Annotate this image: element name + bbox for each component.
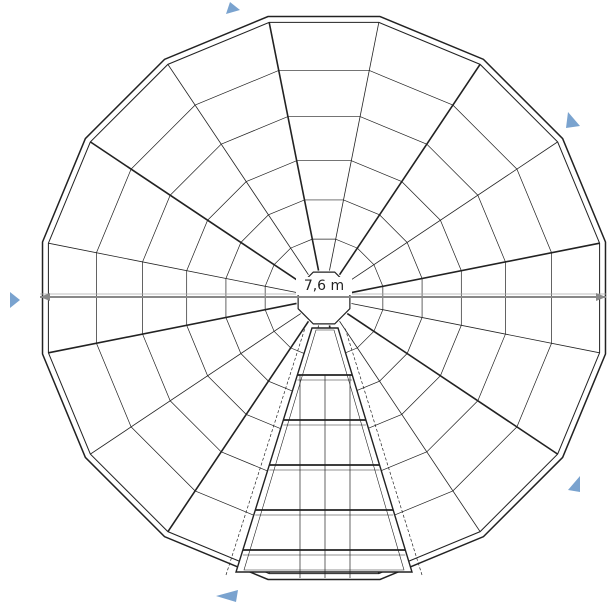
rafter <box>351 242 600 294</box>
outer-ring <box>41 15 607 581</box>
entrance-frame-inner <box>243 329 405 571</box>
dimension-label: 7,6 m <box>304 278 344 294</box>
nav-arrow-right-top[interactable] <box>566 112 580 128</box>
rafter <box>268 22 320 271</box>
dimension-arrow-left <box>40 293 50 301</box>
rafter <box>347 141 558 283</box>
nav-arrow-right-bottom[interactable] <box>568 476 580 492</box>
rafter <box>351 303 600 354</box>
dimension-label-bg <box>296 277 352 295</box>
rafter <box>346 312 559 455</box>
roof-frame <box>40 15 607 581</box>
rafter <box>167 64 309 275</box>
nav-arrow-top[interactable] <box>226 2 240 14</box>
nav-arrow-left[interactable] <box>10 292 20 308</box>
rafter <box>48 302 297 354</box>
entrance-dash <box>225 327 306 576</box>
rafter <box>48 242 297 293</box>
dimension-arrow-right <box>596 293 606 301</box>
entrance-frame <box>235 327 413 573</box>
nav-arrow-bottom[interactable] <box>216 590 238 602</box>
rafter <box>167 320 310 533</box>
rafter <box>90 313 301 455</box>
rafter <box>329 22 380 271</box>
rafter <box>338 63 481 276</box>
rafter <box>89 141 302 284</box>
rafter <box>339 321 481 532</box>
entrance-dash <box>344 327 423 576</box>
